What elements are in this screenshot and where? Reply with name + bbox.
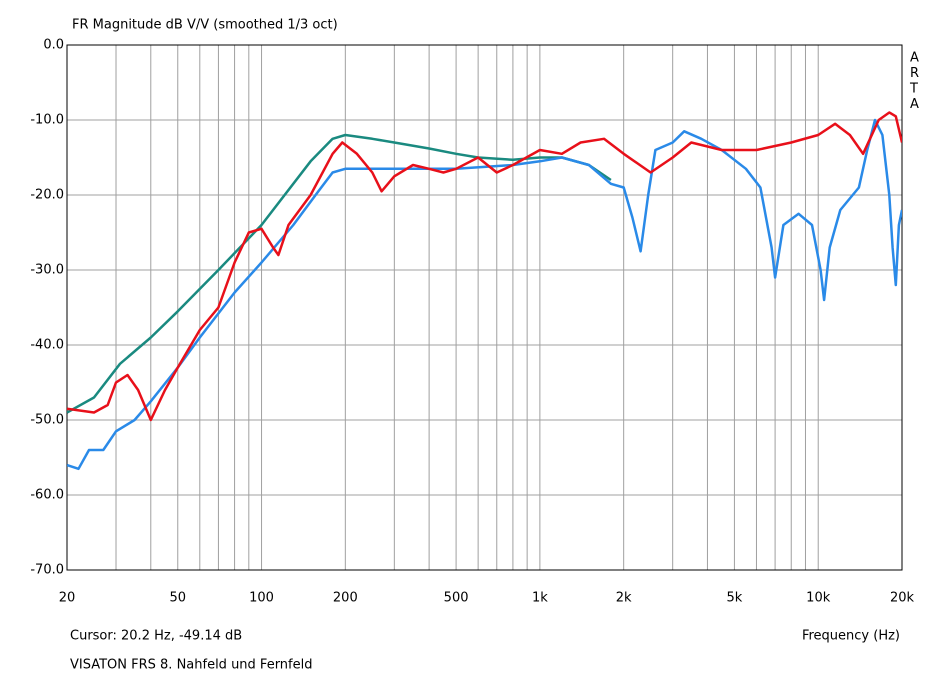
- x-axis-label: Frequency (Hz): [802, 629, 900, 644]
- series-line: [67, 118, 902, 471]
- annotation: T: [909, 82, 918, 97]
- series-group: [67, 111, 902, 471]
- y-tick-label: 0.0: [43, 38, 64, 53]
- y-tick-label: -10.0: [30, 113, 64, 128]
- series-line: [67, 133, 612, 414]
- x-tick-label: 500: [444, 591, 469, 606]
- y-tick-label: -60.0: [30, 488, 64, 503]
- series-line: [67, 111, 902, 422]
- chart-title: FR Magnitude dB V/V (smoothed 1/3 oct): [72, 18, 338, 33]
- x-tick-label: 20k: [890, 591, 915, 606]
- footer: VISATON FRS 8. Nahfeld und Fernfeld: [70, 658, 313, 673]
- annotation: A: [910, 51, 919, 66]
- x-tick-label: 10k: [806, 591, 831, 606]
- x-tick-label: 20: [59, 591, 76, 606]
- x-tick-label: 5k: [727, 591, 743, 606]
- x-tick-label: 100: [249, 591, 274, 606]
- annotation: R: [910, 66, 919, 81]
- y-tick-label: -50.0: [30, 413, 64, 428]
- plot-border: [66, 44, 903, 571]
- annotation: A: [910, 97, 919, 112]
- x-tick-label: 200: [333, 591, 358, 606]
- x-tick-label: 2k: [616, 591, 632, 606]
- y-tick-label: -40.0: [30, 338, 64, 353]
- x-tick-label: 50: [169, 591, 186, 606]
- y-tick-label: -70.0: [30, 563, 64, 578]
- plot-area: [67, 45, 902, 570]
- y-tick-label: -20.0: [30, 188, 64, 203]
- y-tick-label: -30.0: [30, 263, 64, 278]
- cursor-readout: Cursor: 20.2 Hz, -49.14 dB: [70, 629, 242, 644]
- x-tick-label: 1k: [532, 591, 548, 606]
